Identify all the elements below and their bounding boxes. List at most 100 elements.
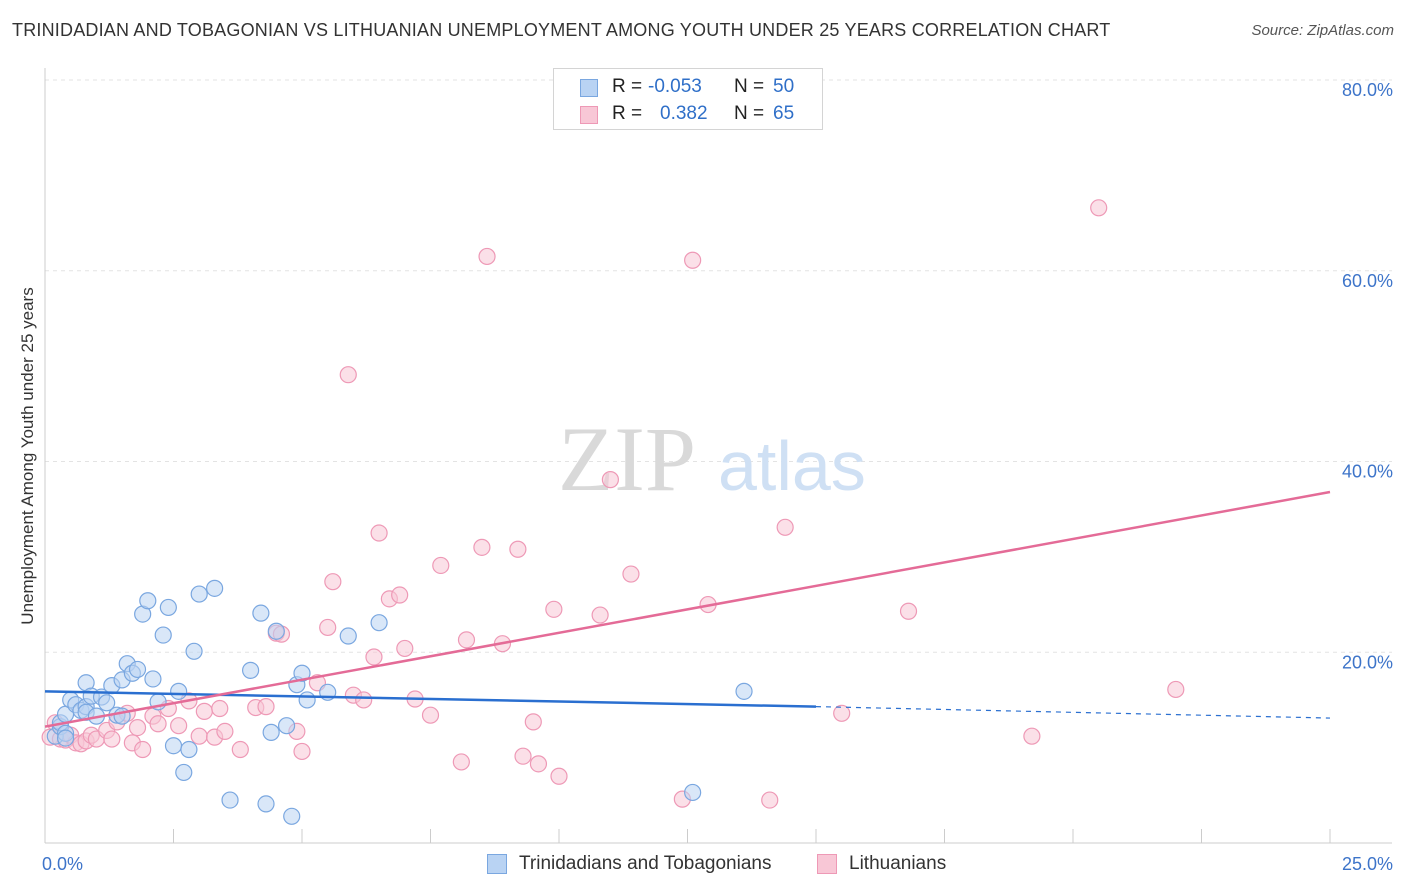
- tick-labels: 20.0% 40.0% 60.0% 80.0% 0.0% 25.0%: [42, 80, 1393, 874]
- data-point: [509, 540, 527, 558]
- data-point: [190, 727, 208, 745]
- data-point: [257, 698, 275, 716]
- data-point: [293, 742, 311, 761]
- data-point: [833, 704, 851, 722]
- data-point: [211, 699, 229, 718]
- trend-line-trinidadians: [44, 690, 817, 708]
- data-point: [365, 648, 383, 666]
- data-point: [175, 763, 193, 782]
- data-point: [339, 627, 357, 645]
- r-label: R =: [612, 103, 643, 124]
- data-point: [370, 524, 388, 542]
- data-point: [776, 518, 794, 536]
- data-point: [298, 691, 316, 709]
- data-point: [761, 791, 779, 809]
- watermark: ZIP atlas: [558, 408, 866, 510]
- data-point: [524, 713, 542, 731]
- data-point: [899, 602, 918, 620]
- data-point: [684, 251, 702, 269]
- data-point: [206, 579, 224, 597]
- data-point: [355, 691, 373, 709]
- legend-row-lithuanians: R = 0.382 N = 65: [554, 101, 822, 129]
- data-point: [144, 670, 162, 688]
- series-legend: Trinidadians and Tobagonians Lithuanians: [0, 852, 1406, 878]
- y-tick-label: 80.0%: [1342, 80, 1393, 100]
- r-label: R =: [612, 76, 643, 97]
- trend-lines: [44, 490, 1331, 728]
- data-point: [262, 723, 280, 741]
- y-tick-label: 60.0%: [1342, 271, 1393, 291]
- data-point: [529, 755, 548, 773]
- data-point: [457, 631, 476, 649]
- grid-layer: [45, 79, 1392, 653]
- data-point: [242, 661, 260, 679]
- legend-swatch-blue: [487, 854, 507, 874]
- legend-label: Lithuanians: [849, 853, 947, 874]
- watermark-atlas: atlas: [718, 427, 866, 505]
- data-point: [164, 737, 183, 755]
- data-point: [170, 717, 188, 735]
- y-axis-label: Unemployment Among Youth under 25 years: [18, 287, 37, 625]
- n-value: 50: [773, 76, 795, 97]
- r-value: -0.053: [648, 76, 702, 97]
- data-point: [180, 740, 198, 759]
- data-point: [277, 717, 296, 735]
- data-point: [370, 614, 388, 632]
- data-point: [231, 740, 249, 759]
- data-point: [190, 585, 208, 603]
- data-point: [149, 715, 167, 733]
- trend-line-trinidadians-extrapolated: [815, 706, 1331, 719]
- data-point: [601, 471, 620, 489]
- y-tick-label: 40.0%: [1342, 462, 1393, 482]
- data-point: [421, 706, 440, 724]
- n-label: N =: [734, 103, 765, 124]
- data-point: [1167, 680, 1185, 699]
- data-point: [432, 556, 450, 575]
- data-point: [56, 729, 75, 747]
- x-tick-label: 25.0%: [1342, 854, 1393, 874]
- data-point: [545, 600, 563, 618]
- data-point: [221, 791, 239, 809]
- data-point: [103, 730, 121, 748]
- trend-line-lithuanians: [44, 490, 1331, 728]
- data-point: [391, 586, 409, 604]
- n-value: 65: [773, 103, 795, 124]
- chart-title: TRINIDADIAN AND TOBAGONIAN VS LITHUANIAN…: [12, 20, 1111, 40]
- data-point: [216, 722, 234, 741]
- lithuanians-points: [41, 199, 1185, 809]
- data-point: [473, 538, 491, 556]
- data-point: [154, 626, 172, 644]
- data-point: [293, 664, 311, 682]
- data-point: [283, 807, 301, 825]
- data-point: [478, 247, 496, 266]
- legend-swatch-pink: [817, 854, 837, 874]
- data-point: [1023, 727, 1041, 745]
- data-point: [134, 740, 152, 759]
- data-point: [98, 694, 116, 712]
- legend-swatch-pink: [580, 106, 598, 124]
- data-point: [622, 565, 640, 583]
- data-point: [267, 622, 285, 640]
- watermark-zip: ZIP: [558, 408, 696, 510]
- r-value: 0.382: [660, 103, 708, 124]
- axes-layer: [44, 68, 1392, 844]
- data-point: [257, 795, 275, 813]
- data-point: [684, 783, 702, 802]
- data-point: [1090, 199, 1108, 217]
- data-point: [128, 718, 147, 737]
- data-point: [159, 598, 177, 617]
- data-point: [252, 604, 270, 622]
- x-tick-label: 0.0%: [42, 854, 83, 874]
- legend-swatch-blue: [580, 79, 598, 97]
- data-point: [550, 767, 568, 785]
- legend-row-trinidadians: R = -0.053 N = 50: [554, 74, 822, 102]
- data-point: [319, 618, 337, 637]
- data-point: [396, 639, 414, 658]
- data-point: [128, 660, 147, 679]
- data-point: [514, 747, 532, 765]
- correlation-legend: R = -0.053 N = 50 R = 0.382 N = 65: [553, 68, 823, 130]
- data-point: [324, 573, 342, 591]
- data-point: [591, 606, 609, 624]
- legend-label: Trinidadians and Tobagonians: [519, 853, 772, 874]
